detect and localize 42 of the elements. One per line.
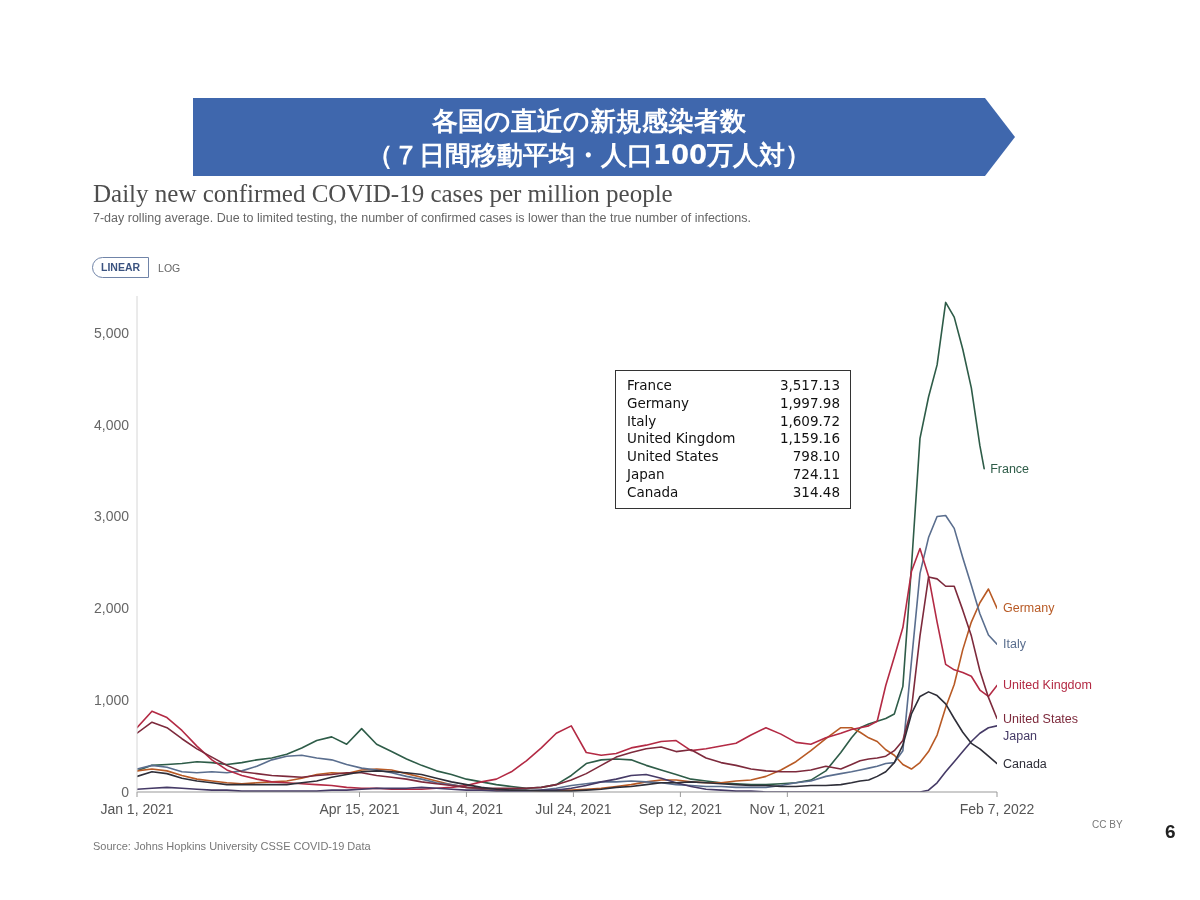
annotation: 1,609.72 <box>779 412 840 431</box>
chart-title: Daily new confirmed COVID-19 cases per million people <box>93 180 673 208</box>
series-label: United States <box>1003 710 1079 727</box>
x-tick-label: Nov 1, 2021 <box>749 800 826 817</box>
annotation: United Kingdom <box>627 430 736 449</box>
annotation: 314.48 <box>792 483 840 502</box>
x-tick-label: Jul 24, 2021 <box>535 800 612 817</box>
series-label: Italy <box>1003 636 1026 653</box>
x-tick-label: Feb 7, 2022 <box>959 800 1035 817</box>
x-tick-label: Apr 15, 2021 <box>319 800 400 817</box>
series-label: Germany <box>1003 600 1055 617</box>
x-tick-label: Jun 4, 2021 <box>429 800 504 817</box>
annotation: 724.11 <box>792 465 840 484</box>
line-series <box>137 301 985 790</box>
text: CC BY <box>1092 819 1123 830</box>
y-tick-label: 4,000 <box>93 416 130 433</box>
text: （７日間移動平均・人口100万人対） <box>365 139 813 172</box>
chart-subtitle: 7-day rolling average. Due to limited testing, the number of confirmed cases is lower than the true number of infections. <box>93 211 751 225</box>
series-label: France <box>990 460 1030 477</box>
annotation: Germany <box>627 394 690 413</box>
y-tick-label: 3,000 <box>93 508 130 525</box>
x-tick-label: Sep 12, 2021 <box>638 800 723 817</box>
source-note: Source: Johns Hopkins University CSSE COVID-19 Data <box>93 840 371 852</box>
annotation: 1,997.98 <box>779 394 840 413</box>
text: 6 <box>1165 821 1176 843</box>
series-label: Canada <box>1003 755 1047 772</box>
series-label: United Kingdom <box>1003 677 1092 694</box>
annotation: Italy <box>627 412 657 431</box>
text: 各国の直近の新規感染者数 <box>431 105 747 138</box>
x-tick-label: Jan 1, 2021 <box>100 800 174 817</box>
series-label: Japan <box>1003 727 1038 744</box>
annotation: 3,517.13 <box>779 377 840 395</box>
annotation: United States <box>627 448 719 466</box>
y-tick-label: 1,000 <box>93 692 130 709</box>
annotation: 1,159.16 <box>779 430 840 449</box>
annotation: Canada <box>627 483 679 502</box>
annotation: Japan <box>627 465 665 484</box>
y-tick-label: 5,000 <box>93 324 130 341</box>
y-tick-label: 0 <box>121 783 130 800</box>
annotation: 798.10 <box>792 448 840 466</box>
annotation: France <box>627 377 672 395</box>
y-tick-label: 2,000 <box>93 600 130 617</box>
